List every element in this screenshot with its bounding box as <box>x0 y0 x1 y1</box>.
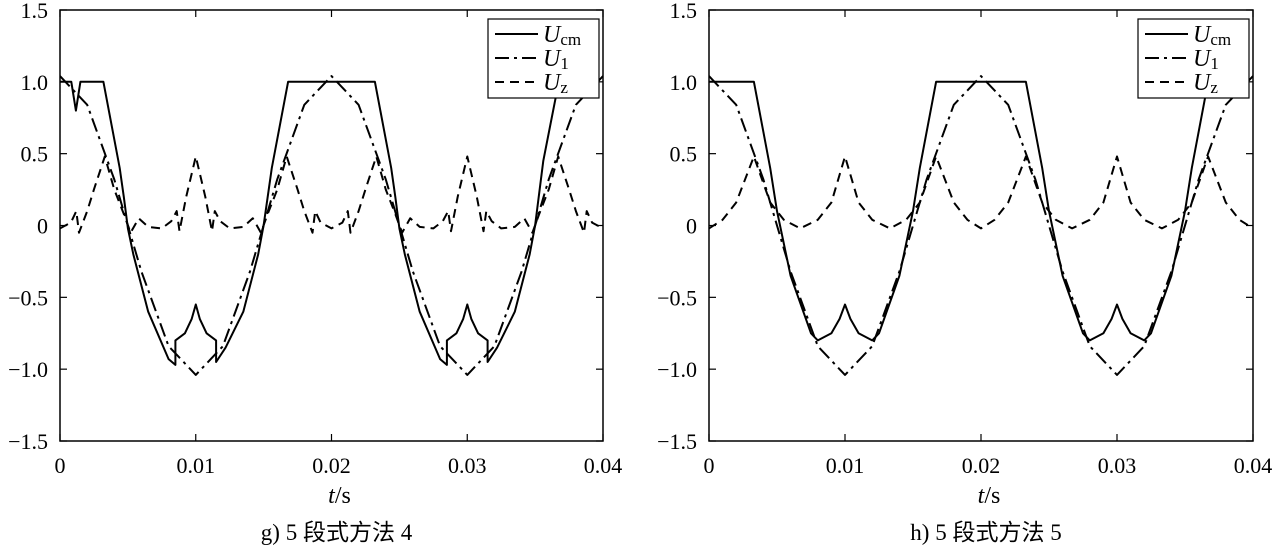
y-tick-label: 1.0 <box>21 70 49 95</box>
series-line-dashed <box>60 155 603 234</box>
y-tick-label: 0 <box>37 214 48 239</box>
x-axis-label-unit: /s <box>984 483 1000 509</box>
series-line-solid <box>60 80 564 366</box>
y-tick-label: 1.5 <box>670 0 698 23</box>
x-axis-label: t/s <box>978 483 1001 509</box>
y-tick-label: 0.5 <box>21 142 49 167</box>
legend-entry-sub: 1 <box>1210 54 1219 73</box>
legend-entry: Uz <box>1193 70 1218 97</box>
x-axis-label-var: t <box>328 483 336 509</box>
legend-entry: Uz <box>543 70 568 97</box>
y-tick-label: 1.5 <box>21 0 49 23</box>
y-tick-label: 0 <box>686 214 697 239</box>
legend-entry-main: U <box>1193 46 1212 72</box>
chart-panel-1: 1.5 1.0 0.5 0 −0.5 −1.0 −1.5 0 0.01 0.02 0.03 0.04 t… <box>657 0 1272 545</box>
legend-entry-main: U <box>543 22 562 48</box>
legend-entry-main: U <box>1193 22 1212 48</box>
legend-entry-main: U <box>543 70 562 96</box>
legend-entry-sub: cm <box>1210 30 1231 49</box>
legend-entry-sub: z <box>1210 78 1218 97</box>
y-tick-label: 0.5 <box>670 142 698 167</box>
x-axis-label-unit: /s <box>335 483 351 509</box>
series-line-solid <box>709 80 1213 342</box>
x-tick-label: 0.02 <box>962 453 1001 478</box>
legend-entry: Ucm <box>1193 22 1231 49</box>
y-tick-label: −1.0 <box>657 357 697 382</box>
x-axis-label-var: t <box>978 483 986 509</box>
x-tick-label: 0 <box>704 453 715 478</box>
legend-entry-sub: cm <box>560 30 581 49</box>
chart-caption: g) 5 段式方法 4 <box>261 520 413 545</box>
x-tick-label: 0.03 <box>1098 453 1137 478</box>
legend-entry: U1 <box>543 46 569 73</box>
y-tick-label: −0.5 <box>8 285 48 310</box>
y-tick-label: −0.5 <box>657 285 697 310</box>
legend-entry-main: U <box>1193 70 1212 96</box>
chart-caption: h) 5 段式方法 5 <box>910 520 1061 545</box>
legend-entry: U1 <box>1193 46 1219 73</box>
series-line-dash-dot <box>709 75 1253 376</box>
legend-entry-main: U <box>543 46 562 72</box>
x-tick-label: 0 <box>55 453 66 478</box>
y-tick-label: −1.0 <box>8 357 48 382</box>
y-tick-label: 1.0 <box>670 70 698 95</box>
legend-entry: Ucm <box>543 22 581 49</box>
x-tick-label: 0.01 <box>826 453 865 478</box>
x-tick-label: 0.04 <box>584 453 623 478</box>
x-tick-label: 0.01 <box>177 453 216 478</box>
x-tick-label: 0.04 <box>1234 453 1273 478</box>
x-tick-label: 0.02 <box>312 453 351 478</box>
y-tick-label: −1.5 <box>657 429 697 454</box>
series-line-dashed <box>709 155 1253 230</box>
x-axis-label: t/s <box>328 483 351 509</box>
chart-panel-0: 1.5 1.0 0.5 0 −0.5 −1.0 −1.5 0 0.01 0.02 0.03 0.04 t… <box>8 0 622 545</box>
y-tick-label: −1.5 <box>8 429 48 454</box>
legend-entry-sub: 1 <box>560 54 569 73</box>
series-line-dash-dot <box>60 75 603 376</box>
x-tick-label: 0.03 <box>448 453 487 478</box>
legend-entry-sub: z <box>560 78 568 97</box>
